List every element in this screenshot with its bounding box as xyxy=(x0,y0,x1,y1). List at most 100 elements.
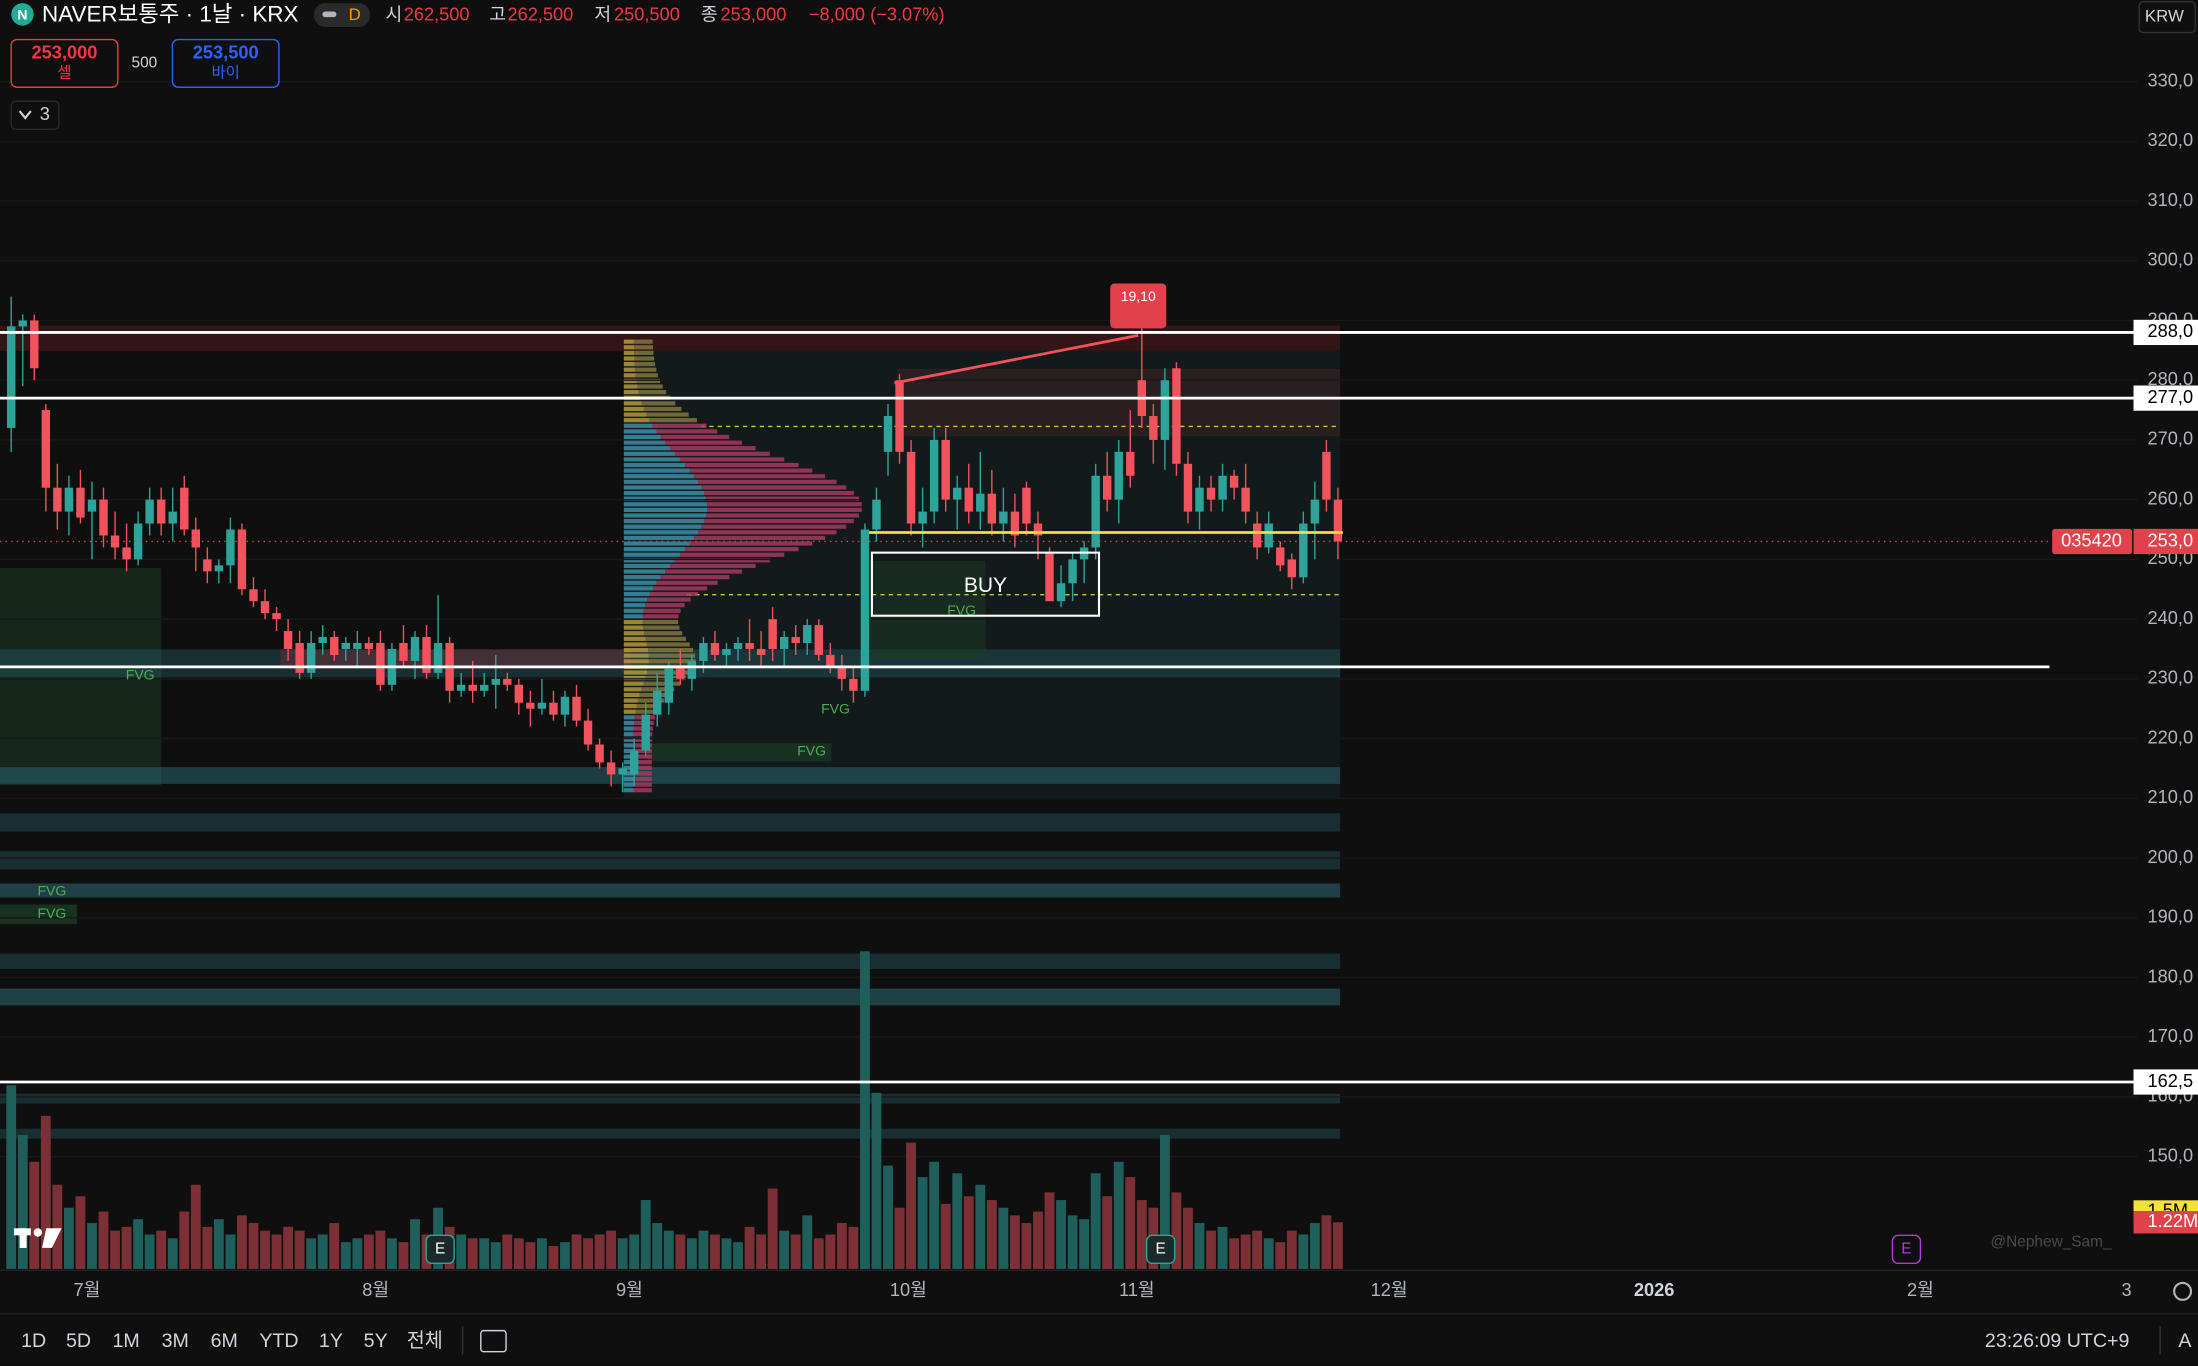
volume-bar xyxy=(1125,1177,1136,1269)
profile-bar xyxy=(636,704,661,709)
volume-bar xyxy=(340,1242,351,1269)
volume-bar xyxy=(202,1226,213,1269)
profile-bar xyxy=(623,625,644,630)
candle-body xyxy=(1022,487,1031,524)
profile-bar xyxy=(623,608,644,613)
settings-icon[interactable] xyxy=(2173,1281,2193,1301)
candle-body xyxy=(1126,451,1135,476)
ohlc-label: 저 xyxy=(594,5,611,25)
volume-profile xyxy=(623,339,862,793)
profile-bar xyxy=(623,496,707,501)
volume-bar xyxy=(744,1226,755,1269)
profile-bar xyxy=(704,490,854,496)
interval-badge: D xyxy=(349,5,361,24)
profile-bar xyxy=(623,530,699,535)
candle-body xyxy=(826,654,835,667)
volume-bar xyxy=(375,1230,386,1269)
volume-bar xyxy=(779,1230,790,1269)
volume-last-label: 1.22M xyxy=(2148,1211,2198,1231)
range-button[interactable]: 전체 xyxy=(407,1330,443,1352)
candle-body xyxy=(7,326,16,428)
profile-bar xyxy=(623,339,634,344)
x-tick-label: 11월 xyxy=(1119,1280,1155,1300)
buy-button[interactable] xyxy=(171,38,280,88)
volume-bar xyxy=(63,1207,74,1269)
y-tick-label: 210,0 xyxy=(2148,787,2194,807)
candle-body xyxy=(560,696,570,715)
volume-bar xyxy=(1217,1226,1228,1269)
profile-bar xyxy=(623,692,640,698)
candle-body xyxy=(756,648,766,655)
volume-bar xyxy=(306,1238,317,1269)
profile-bar xyxy=(623,345,635,350)
profile-bar xyxy=(623,356,635,361)
candle-body xyxy=(1195,487,1204,512)
profile-bar xyxy=(644,631,683,636)
range-button[interactable]: 5Y xyxy=(364,1330,388,1352)
candle-body xyxy=(364,643,374,649)
candle-body xyxy=(341,643,350,649)
volume-bar xyxy=(952,1173,963,1269)
range-button[interactable]: 3M xyxy=(162,1330,189,1352)
symbol-title: NAVER보통주 · 1날 · KRX xyxy=(42,2,298,27)
range-button[interactable]: 5D xyxy=(66,1330,91,1352)
fvg-label: FVG xyxy=(37,883,66,899)
earnings-badge[interactable] xyxy=(425,1234,455,1265)
fvg-label: FVG xyxy=(947,602,976,618)
profile-bar xyxy=(623,726,634,731)
profile-bar xyxy=(633,771,652,776)
market-badge xyxy=(314,3,371,27)
volume-bar xyxy=(456,1234,467,1269)
volume-bar xyxy=(352,1238,363,1269)
candle-body xyxy=(433,643,443,673)
indicators-toggle[interactable] xyxy=(10,100,60,130)
range-button[interactable]: 6M xyxy=(211,1330,238,1352)
candles xyxy=(7,296,1343,793)
range-button[interactable]: 1Y xyxy=(319,1330,343,1352)
profile-bar xyxy=(656,429,718,434)
order-quantity[interactable]: 500 xyxy=(132,54,158,71)
volume-bar xyxy=(721,1238,732,1269)
volume-bar xyxy=(17,1135,28,1269)
volume-bar xyxy=(629,1234,640,1269)
profile-bar xyxy=(638,390,667,395)
candle-body xyxy=(779,637,789,649)
profile-bar xyxy=(623,558,675,563)
calendar-icon[interactable] xyxy=(480,1329,507,1353)
profile-bar xyxy=(698,479,837,484)
candle-body xyxy=(491,678,500,685)
profile-bar xyxy=(623,709,636,714)
earnings-badge[interactable] xyxy=(1891,1234,1922,1265)
profile-bar xyxy=(623,485,702,490)
demand-zone xyxy=(0,953,1341,969)
profile-bar xyxy=(679,552,785,557)
range-button[interactable]: 1D xyxy=(21,1330,46,1352)
profile-bar xyxy=(694,474,826,479)
annotations: 19,10 BUY FVG FVG FVG FVG FVG FVG E E E … xyxy=(14,283,2112,1265)
profile-bar xyxy=(646,412,689,417)
profile-bar xyxy=(648,653,696,658)
volume-bar xyxy=(1333,1222,1343,1269)
volume-bar xyxy=(6,1085,17,1269)
profile-bar xyxy=(623,614,643,619)
profile-bar xyxy=(623,776,634,782)
y-tick-label: 300,0 xyxy=(2148,250,2194,270)
profile-bar xyxy=(634,345,653,350)
auto-toggle[interactable]: A xyxy=(2178,1330,2192,1352)
volume-bar xyxy=(1286,1230,1297,1269)
volume-bar xyxy=(133,1219,144,1269)
earnings-badge[interactable] xyxy=(1145,1234,1176,1265)
currency-box[interactable] xyxy=(2138,1,2196,34)
candle-body xyxy=(860,529,870,691)
profile-bar xyxy=(623,434,661,440)
range-button[interactable]: YTD xyxy=(259,1330,298,1352)
profile-bar xyxy=(623,586,653,591)
profile-bar xyxy=(623,580,657,585)
volume-bar xyxy=(1263,1238,1274,1269)
profile-bar xyxy=(623,653,649,658)
sell-button[interactable] xyxy=(10,38,119,88)
profile-bar xyxy=(660,575,730,580)
range-button[interactable]: 1M xyxy=(113,1330,140,1352)
volume-bar xyxy=(237,1215,247,1269)
